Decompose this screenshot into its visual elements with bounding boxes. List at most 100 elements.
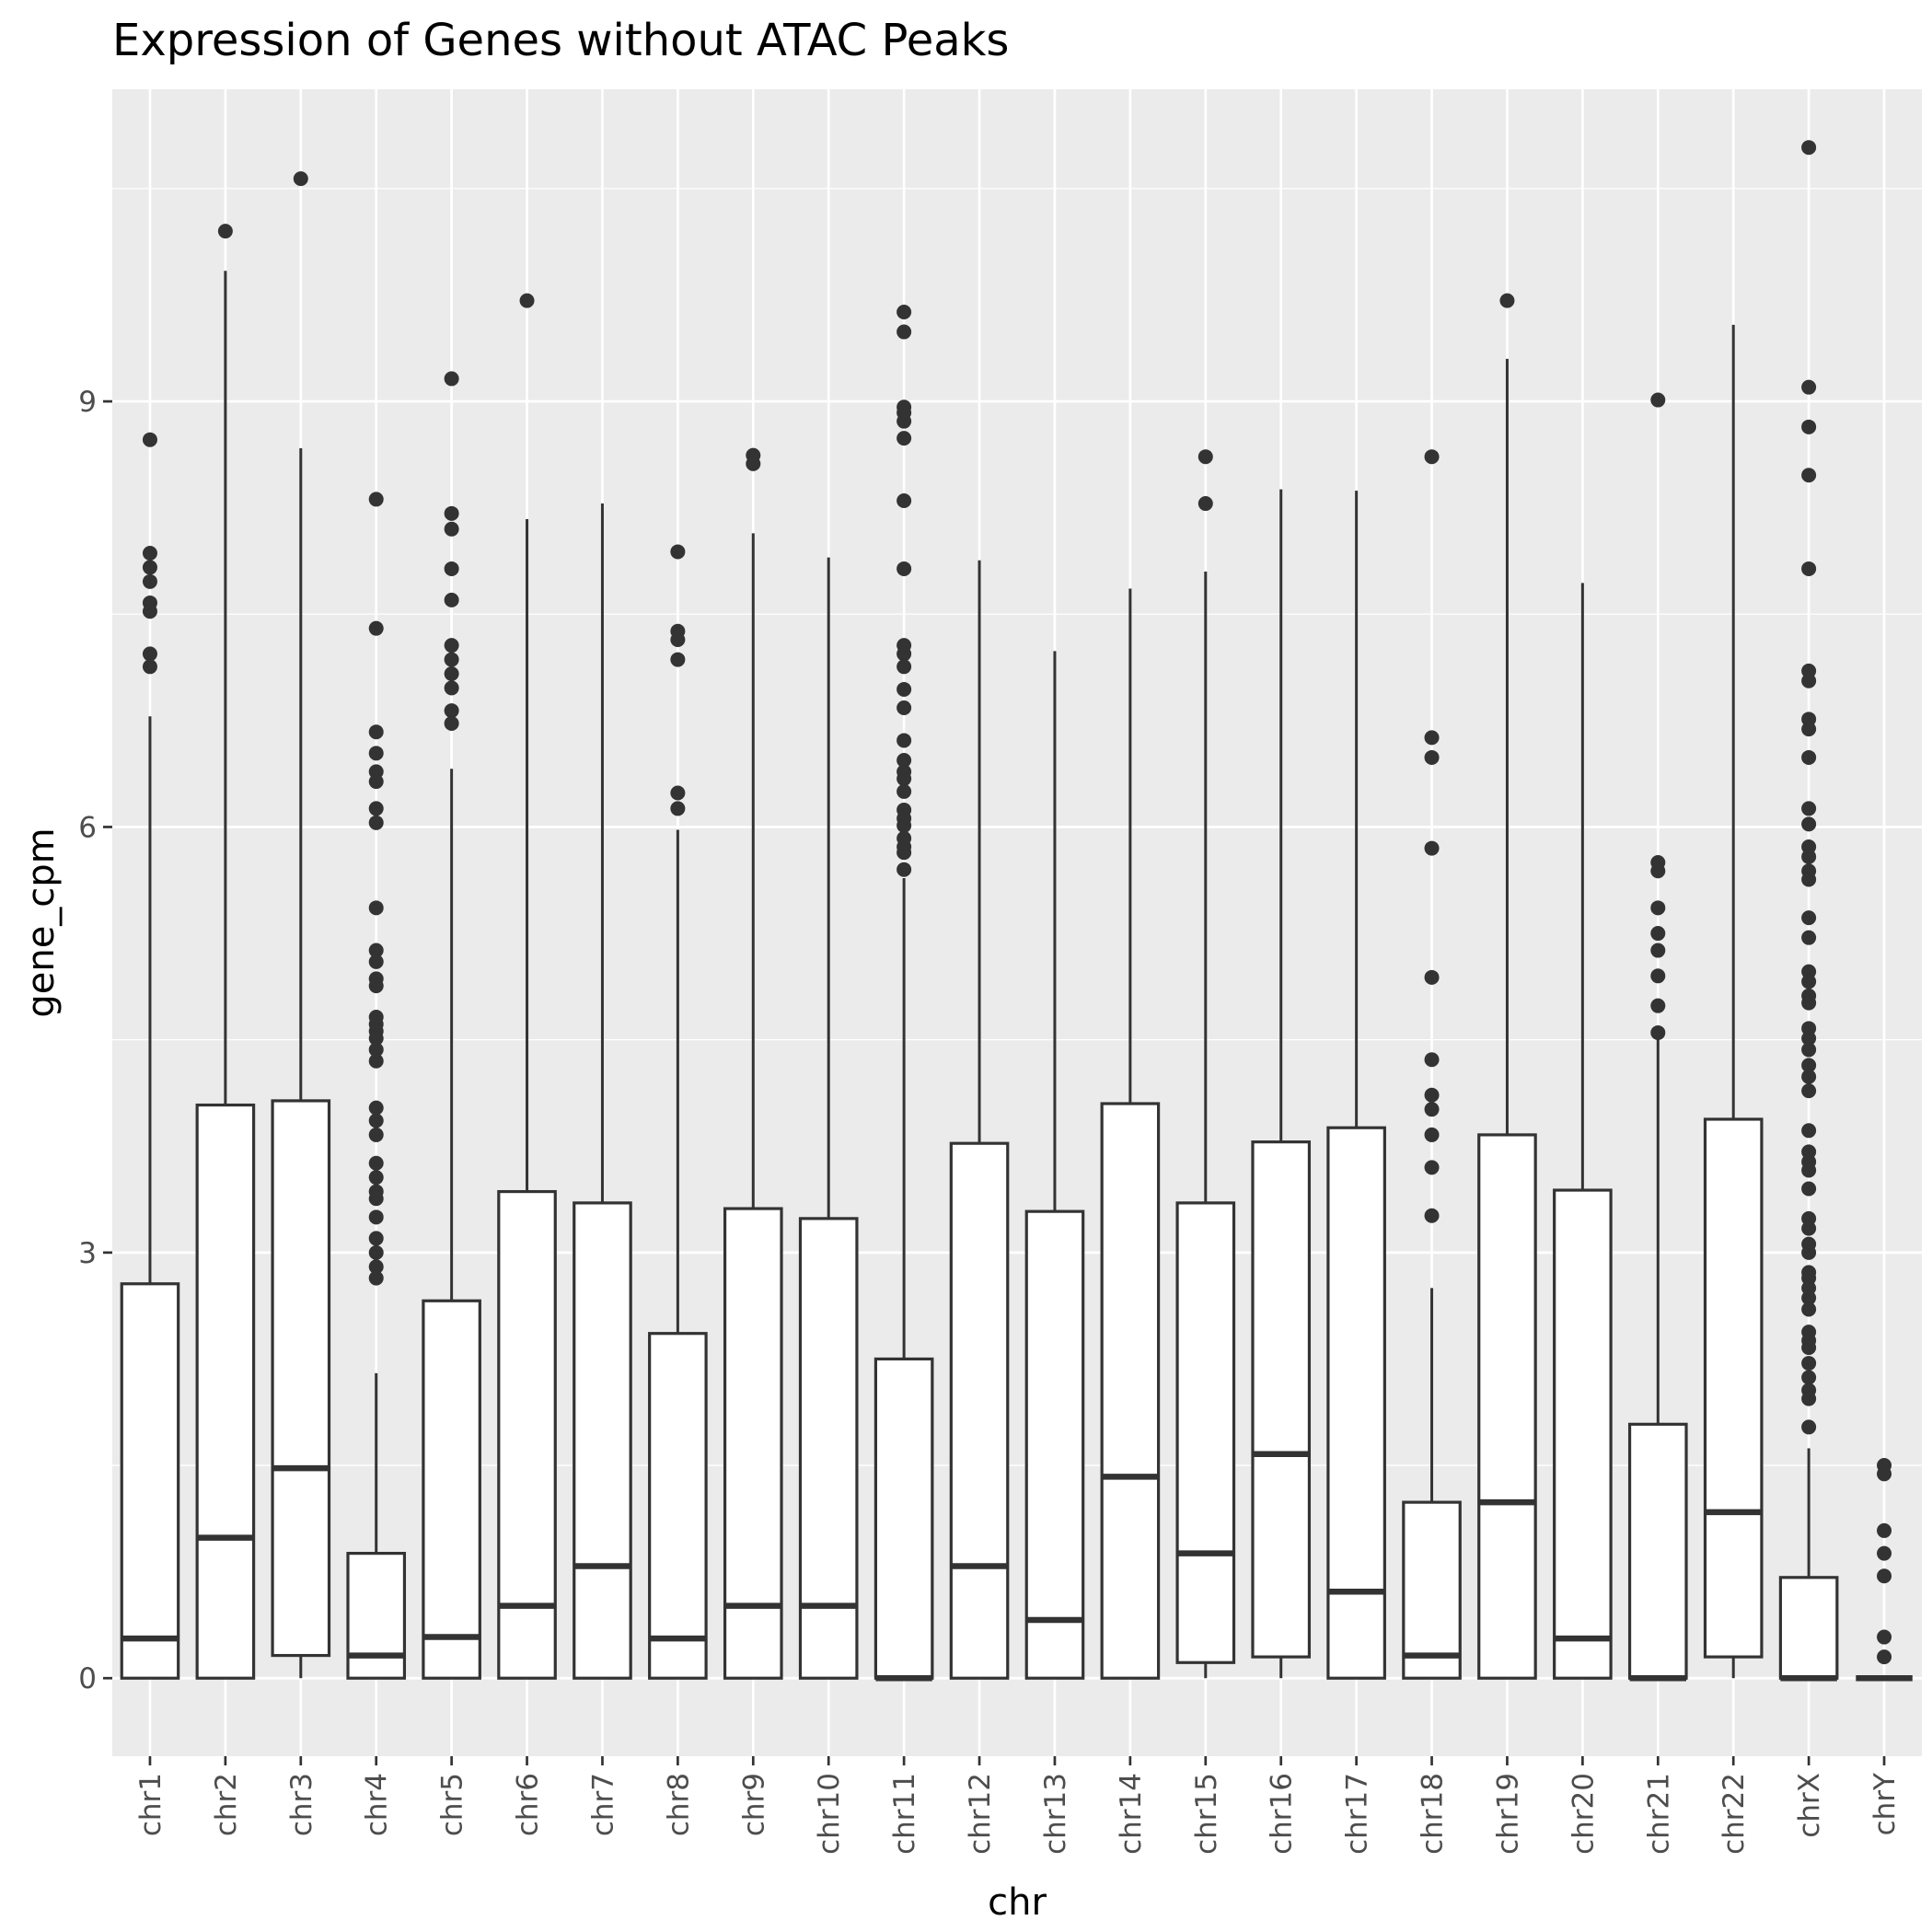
outlier-point <box>1424 969 1440 985</box>
y-axis-title: gene_cpm <box>20 827 63 1017</box>
x-axis: chr1 chr2 chr3 chr4 chr5 chr6 chr7 chr8 chr9 chr1… <box>134 1756 1902 1855</box>
outlier-point <box>444 666 459 682</box>
outlier-point <box>1650 900 1666 916</box>
outlier-point <box>142 604 157 619</box>
outlier-point <box>217 224 233 239</box>
outlier-point <box>1801 801 1817 816</box>
outlier-point <box>1801 468 1817 483</box>
box-chr20 <box>1553 583 1613 1680</box>
x-tick-label: chr15 <box>1190 1773 1223 1855</box>
box-iqr <box>949 1141 1010 1680</box>
box-chr2 <box>195 224 256 1680</box>
box-iqr <box>1251 1140 1312 1659</box>
box-iqr <box>873 1357 934 1680</box>
outlier-point <box>1801 1419 1817 1435</box>
plot-panel <box>112 89 1922 1756</box>
x-tick-label: chr10 <box>813 1773 846 1855</box>
outlier-point <box>368 1259 384 1275</box>
outlier-point <box>368 620 384 636</box>
outlier-point <box>444 703 459 719</box>
outlier-point <box>368 954 384 969</box>
outlier-point <box>1424 1127 1440 1142</box>
box-iqr <box>1778 1576 1839 1680</box>
x-tick-label: chr16 <box>1266 1773 1299 1855</box>
outlier-point <box>670 544 686 560</box>
outlier-point <box>1650 968 1666 984</box>
outlier-point <box>1877 1466 1892 1482</box>
box-chr4 <box>346 492 407 1680</box>
y-axis: 0 3 6 9 <box>78 386 112 1695</box>
outlier-point <box>368 1155 384 1171</box>
outlier-point <box>897 659 912 675</box>
outlier-point <box>1801 749 1817 765</box>
x-tick-label: chr6 <box>512 1773 545 1836</box>
outlier-point <box>368 978 384 994</box>
x-tick-label: chr1 <box>134 1773 168 1836</box>
outlier-point <box>444 505 459 521</box>
outlier-point <box>1197 496 1213 512</box>
outlier-point <box>1650 998 1666 1013</box>
outlier-point <box>1801 930 1817 945</box>
box-iqr <box>1477 1133 1537 1680</box>
box-chr13 <box>1024 651 1085 1680</box>
x-axis-title: chr <box>988 1881 1047 1924</box>
outlier-point <box>897 324 912 340</box>
outlier-point <box>368 774 384 790</box>
box-chr21 <box>1627 392 1688 1682</box>
outlier-point <box>1801 1391 1817 1406</box>
outlier-point <box>1877 1522 1892 1538</box>
x-tick-label: chr19 <box>1491 1773 1524 1855</box>
outlier-point <box>897 845 912 861</box>
outlier-point <box>293 171 308 187</box>
outlier-point <box>1424 1052 1440 1068</box>
outlier-point <box>1801 1221 1817 1236</box>
outlier-point <box>444 561 459 576</box>
outlier-point <box>444 652 459 667</box>
outlier-point <box>142 659 157 675</box>
outlier-point <box>368 492 384 507</box>
outlier-point <box>444 521 459 537</box>
outlier-point <box>142 560 157 575</box>
outlier-point <box>1801 673 1817 688</box>
outlier-point <box>1499 293 1515 308</box>
box-chr12 <box>949 560 1010 1680</box>
outlier-point <box>1650 926 1666 942</box>
outlier-point <box>897 700 912 715</box>
y-tick-label: 9 <box>78 386 97 419</box>
outlier-point <box>1801 849 1817 864</box>
outlier-point <box>1650 863 1666 879</box>
outlier-point <box>368 815 384 830</box>
outlier-point <box>1801 1181 1817 1197</box>
outlier-point <box>1801 1083 1817 1099</box>
outlier-point <box>670 801 686 816</box>
x-tick-label: chr17 <box>1341 1773 1374 1855</box>
outlier-point <box>1801 140 1817 156</box>
box-iqr <box>195 1103 256 1680</box>
outlier-point <box>897 733 912 748</box>
outlier-point <box>897 561 912 576</box>
outlier-point <box>519 293 535 308</box>
outlier-point <box>368 1127 384 1142</box>
box-iqr <box>1402 1500 1462 1680</box>
x-tick-label: chr18 <box>1417 1773 1450 1855</box>
outlier-point <box>897 431 912 446</box>
outlier-point <box>1801 379 1817 395</box>
outlier-point <box>897 304 912 319</box>
outlier-point <box>1424 1208 1440 1223</box>
x-tick-label: chr20 <box>1567 1773 1600 1855</box>
x-tick-label: chr21 <box>1642 1773 1675 1855</box>
outlier-point <box>444 680 459 696</box>
box-iqr <box>497 1189 557 1680</box>
outlier-point <box>1801 910 1817 926</box>
box-chr14 <box>1100 588 1161 1680</box>
box-chr22 <box>1703 324 1764 1679</box>
outlier-point <box>1877 1629 1892 1645</box>
outlier-point <box>368 1191 384 1207</box>
x-tick-label: chr12 <box>964 1773 997 1855</box>
box-chr3 <box>271 171 331 1679</box>
box-iqr <box>1326 1126 1386 1680</box>
outlier-point <box>1424 1160 1440 1175</box>
box-chr5 <box>422 371 481 1680</box>
outlier-point <box>1801 1163 1817 1178</box>
box-iqr <box>1175 1201 1236 1664</box>
